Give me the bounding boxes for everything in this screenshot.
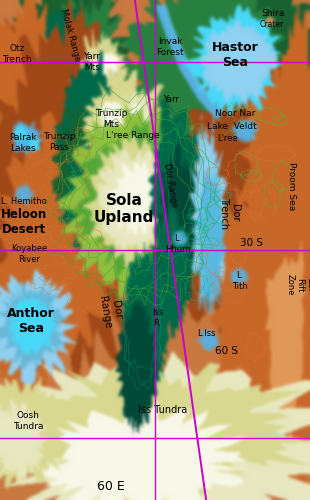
- Text: L'ree Range: L'ree Range: [106, 132, 160, 140]
- Text: L.Iss: L.Iss: [197, 330, 215, 338]
- Text: L.
Hhurn: L. Hhurn: [165, 234, 191, 254]
- Text: Anthor
Sea: Anthor Sea: [7, 307, 55, 335]
- Text: Palrak
Lakes: Palrak Lakes: [9, 134, 37, 152]
- Text: Proom Sea: Proom Sea: [287, 162, 296, 210]
- Text: Iss Tundra: Iss Tundra: [138, 405, 187, 415]
- Text: Oosh
Tundra: Oosh Tundra: [13, 412, 43, 430]
- Text: Heloon
Desert: Heloon Desert: [0, 208, 47, 236]
- Text: 30 S: 30 S: [240, 238, 263, 248]
- Text: Molak Range: Molak Range: [59, 8, 82, 62]
- Text: Crater: Crater: [259, 20, 283, 29]
- Text: Sola
Upland: Sola Upland: [94, 193, 154, 225]
- Text: Dor
Range: Dor Range: [97, 293, 125, 329]
- Text: Yarr: Yarr: [162, 94, 179, 104]
- Text: Otz
Trench: Otz Trench: [2, 44, 32, 64]
- Text: Trunzip
Mts: Trunzip Mts: [95, 110, 128, 128]
- Text: Hastor
Sea: Hastor Sea: [212, 41, 259, 69]
- Text: Yarr
Mts: Yarr Mts: [83, 52, 100, 72]
- Text: Dor
Trench: Dor Trench: [219, 197, 240, 229]
- Text: 60 E: 60 E: [97, 480, 125, 494]
- Text: Koyabee
River: Koyabee River: [11, 244, 47, 264]
- Text: 60 S: 60 S: [215, 346, 238, 356]
- Text: Lake  Veldt: Lake Veldt: [207, 122, 257, 131]
- Text: Shira: Shira: [261, 8, 285, 18]
- Text: L. Hemitho: L. Hemitho: [1, 196, 47, 205]
- Text: Trunzip
Pass: Trunzip Pass: [43, 132, 75, 152]
- Text: L'ree: L'ree: [218, 134, 238, 143]
- Text: Zor
Rift
Zone: Zor Rift Zone: [285, 274, 310, 295]
- Text: Invak
Forest: Invak Forest: [156, 38, 184, 56]
- Text: Noor Nar: Noor Nar: [215, 110, 256, 118]
- Text: L.
Tith: L. Tith: [232, 272, 247, 290]
- Text: Iss
R.: Iss R.: [152, 308, 163, 328]
- Text: Dor Range: Dor Range: [162, 162, 178, 208]
